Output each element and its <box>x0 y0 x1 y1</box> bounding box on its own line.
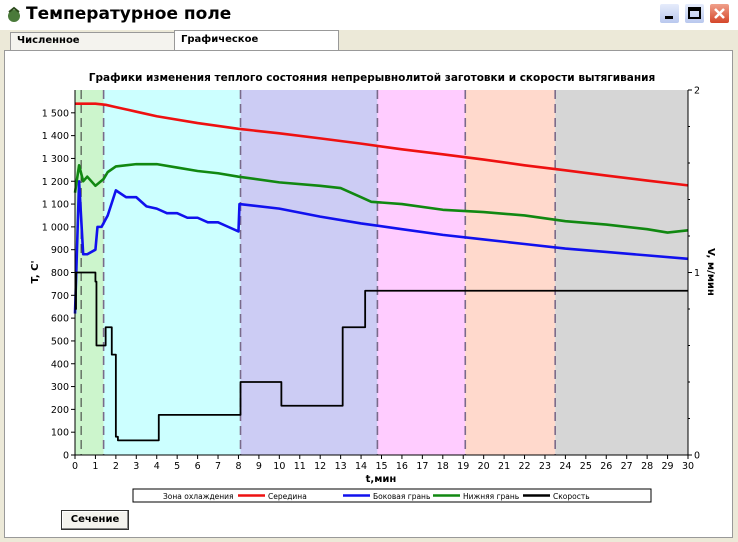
x-tick-label: 17 <box>416 461 428 472</box>
x-tick-label: 5 <box>174 461 180 472</box>
y-tick-label: 1 300 <box>42 154 69 165</box>
x-tick-label: 25 <box>580 461 592 472</box>
x-tick-label: 16 <box>396 461 408 472</box>
x-tick-label: 3 <box>133 461 139 472</box>
section-button[interactable]: Сечение <box>61 510 129 530</box>
y-tick-label: 0 <box>63 451 69 462</box>
x-tick-label: 14 <box>355 461 367 472</box>
x-tick-label: 21 <box>498 461 510 472</box>
close-button[interactable] <box>709 3 730 24</box>
x-tick-label: 2 <box>113 461 119 472</box>
series-line-Нижняя грань <box>73 162 689 234</box>
y-tick-label: 1 000 <box>42 222 69 233</box>
y-tick-label: 1 500 <box>42 108 69 119</box>
cooling-zone-3 <box>240 90 378 455</box>
x-tick-label: 18 <box>437 461 449 472</box>
x-tick-label: 30 <box>682 461 694 472</box>
x-tick-label: 20 <box>478 461 490 472</box>
x-tick-label: 12 <box>314 461 326 472</box>
y2-axis-label: V, м/мин <box>705 248 716 296</box>
x-tick-label: 28 <box>641 461 653 472</box>
y-tick-label: 100 <box>51 428 69 439</box>
cooling-zone-6 <box>555 90 688 455</box>
cooling-zone-2 <box>103 90 241 455</box>
legend-label: Нижняя грань <box>463 492 519 501</box>
y-tick-label: 900 <box>51 245 69 256</box>
x-tick-label: 7 <box>215 461 221 472</box>
y-tick-label: 200 <box>51 405 69 416</box>
series-line-Боковая грань <box>73 179 689 314</box>
x-tick-label: 15 <box>375 461 387 472</box>
legend-label: Зона охлаждения <box>163 492 234 501</box>
title-bar: Температурное поле <box>0 0 738 30</box>
y-tick-label: 800 <box>51 268 69 279</box>
y2-tick-label: 0 <box>694 451 700 462</box>
x-tick-label: 26 <box>600 461 612 472</box>
window-title: Температурное поле <box>26 4 232 24</box>
series-line-Середина <box>75 102 689 187</box>
y-tick-label: 1 400 <box>42 131 69 142</box>
maximize-icon <box>688 7 701 19</box>
x-tick-label: 9 <box>256 461 262 472</box>
x-tick-label: 23 <box>539 461 551 472</box>
y2-tick-label: 1 <box>694 268 700 279</box>
y-tick-label: 300 <box>51 382 69 393</box>
x-tick-label: 6 <box>195 461 201 472</box>
x-tick-label: 29 <box>662 461 674 472</box>
x-tick-label: 13 <box>335 461 347 472</box>
legend-label: Скорость <box>553 492 590 501</box>
cooling-zone-5 <box>465 90 556 455</box>
y-tick-label: 1 100 <box>42 200 69 211</box>
y-tick-label: 1 200 <box>42 177 69 188</box>
x-tick-label: 24 <box>559 461 571 472</box>
y-tick-label: 400 <box>51 359 69 370</box>
series-line-Скорость <box>75 271 688 442</box>
legend-label: Боковая грань <box>373 492 430 501</box>
x-tick-label: 8 <box>235 461 241 472</box>
y-tick-label: 700 <box>51 291 69 302</box>
x-tick-label: 4 <box>154 461 160 472</box>
y-tick-label: 600 <box>51 314 69 325</box>
y-axis-label: T, C' <box>30 260 41 283</box>
x-tick-label: 1 <box>92 461 98 472</box>
y2-tick-label: 2 <box>694 86 700 97</box>
x-tick-label: 27 <box>621 461 633 472</box>
close-icon <box>714 8 725 19</box>
x-tick-label: 10 <box>273 461 285 472</box>
legend-box <box>132 488 652 503</box>
minimize-button[interactable] <box>659 3 680 24</box>
minimize-icon <box>665 16 673 19</box>
x-tick-label: 22 <box>518 461 530 472</box>
x-tick-label: 0 <box>72 461 78 472</box>
chart-title: Графики изменения теплого состояния непр… <box>89 72 655 84</box>
legend-label: Середина <box>268 492 307 501</box>
cooling-zone-4 <box>377 90 466 455</box>
app-icon <box>8 6 20 22</box>
x-axis-label: t,мин <box>366 474 397 485</box>
x-tick-label: 19 <box>457 461 469 472</box>
x-tick-label: 11 <box>294 461 306 472</box>
y-tick-label: 500 <box>51 336 69 347</box>
maximize-button[interactable] <box>684 3 705 24</box>
